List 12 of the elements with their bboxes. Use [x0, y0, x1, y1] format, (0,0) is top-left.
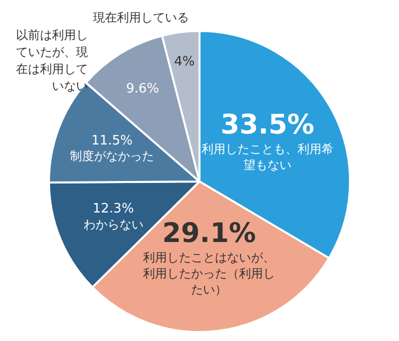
slice-label: 現在利用している	[92, 10, 189, 24]
slice-label: 利用したことはないが、利用したかった（利用したい）	[143, 250, 276, 296]
data-label: 9.6%	[126, 82, 160, 97]
slice-label: 制度がなかった	[70, 149, 154, 164]
slice-label: わからない	[83, 217, 144, 232]
data-label: 29.1%	[162, 218, 256, 250]
data-label: 11.5%	[91, 133, 133, 148]
slice-label: 利用したことも、利用希望もない	[201, 142, 334, 172]
slice-label: 以前は利用していたが、現在は利用していない	[16, 28, 88, 94]
data-label: 4%	[174, 54, 195, 70]
data-label: 12.3%	[92, 202, 134, 217]
data-label: 33.5%	[220, 110, 314, 141]
